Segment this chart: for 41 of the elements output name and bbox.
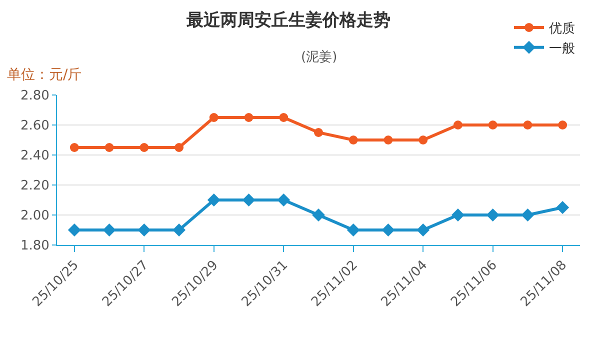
point bbox=[174, 143, 184, 152]
chart-subtitle: (泥姜) bbox=[301, 49, 338, 65]
point bbox=[68, 224, 81, 236]
y-tick-label: 1.80 bbox=[20, 238, 50, 254]
legend-label: 优质 bbox=[549, 22, 575, 37]
y-tick-label: 2.20 bbox=[20, 178, 50, 194]
y-tick-label: 2.60 bbox=[20, 118, 50, 134]
y-tick-label: 2.80 bbox=[20, 88, 50, 104]
point bbox=[207, 194, 220, 206]
chart-title: 最近两周安丘生姜价格走势 bbox=[185, 10, 390, 31]
point bbox=[486, 208, 500, 222]
point bbox=[488, 120, 498, 130]
point bbox=[453, 120, 462, 130]
point bbox=[346, 224, 360, 236]
point bbox=[314, 128, 323, 137]
point bbox=[138, 224, 151, 236]
point bbox=[172, 224, 186, 236]
point bbox=[209, 113, 218, 122]
point bbox=[556, 201, 570, 214]
point bbox=[382, 224, 395, 236]
point bbox=[451, 208, 464, 222]
point bbox=[104, 143, 114, 152]
point bbox=[102, 224, 116, 236]
point bbox=[140, 143, 149, 152]
point bbox=[348, 136, 358, 144]
point bbox=[523, 120, 532, 130]
point bbox=[416, 224, 430, 236]
point bbox=[279, 113, 288, 122]
point bbox=[70, 143, 79, 152]
point bbox=[312, 208, 325, 222]
legend-label: 一般 bbox=[549, 41, 575, 56]
point bbox=[521, 208, 534, 222]
y-tick-label: 2.00 bbox=[20, 208, 50, 224]
point bbox=[244, 113, 254, 122]
point bbox=[384, 136, 393, 144]
y-tick-label: 2.40 bbox=[20, 148, 50, 164]
y-axis-title: 单位：元/斤 bbox=[7, 67, 82, 83]
point bbox=[418, 136, 428, 144]
point bbox=[277, 194, 290, 206]
point bbox=[558, 120, 568, 130]
point bbox=[242, 194, 256, 206]
